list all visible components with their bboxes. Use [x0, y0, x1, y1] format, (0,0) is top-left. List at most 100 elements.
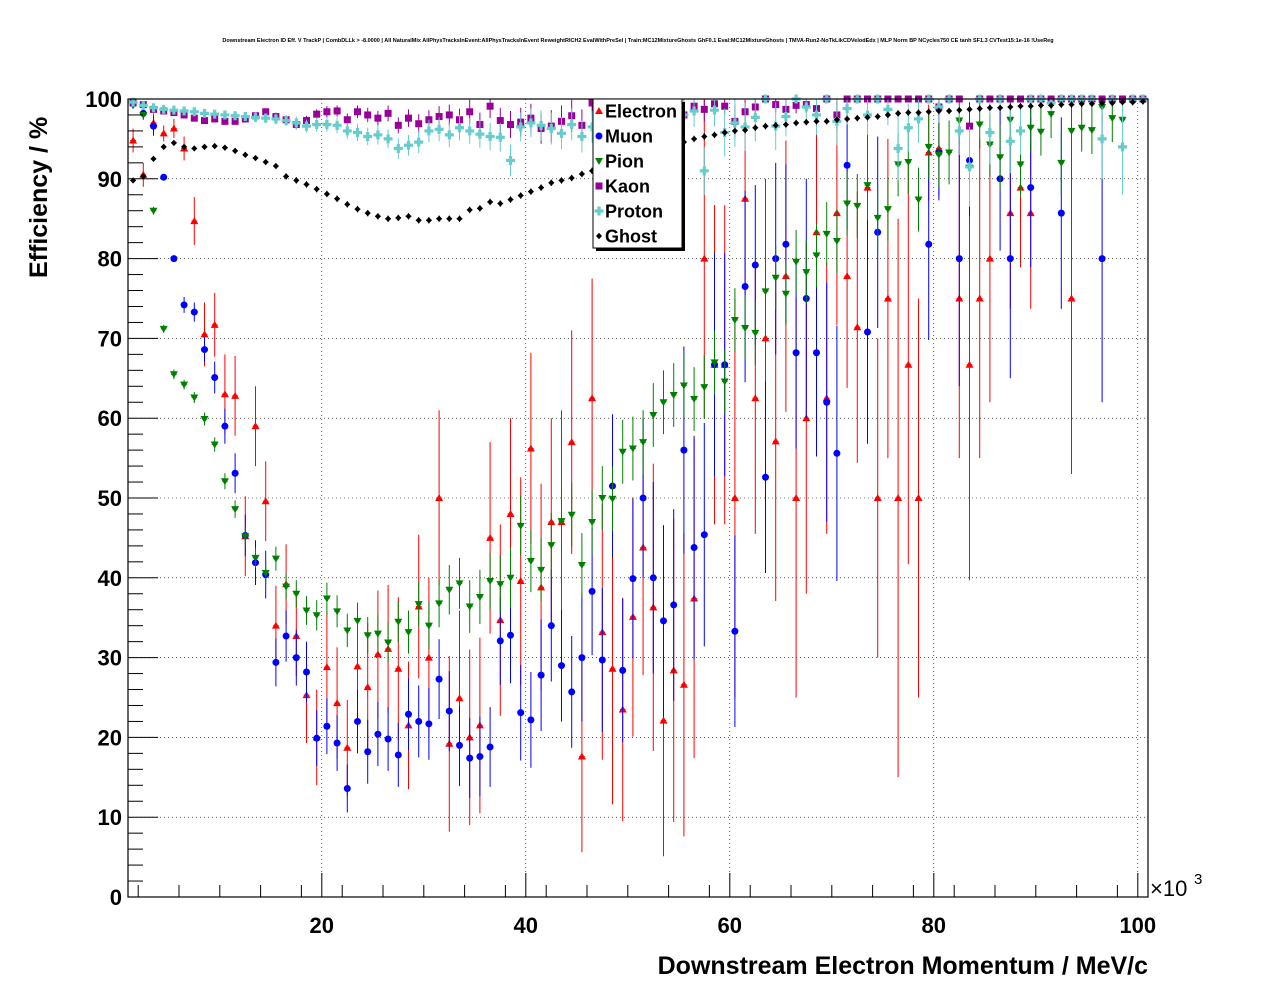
electron-marker [516, 576, 525, 584]
kaon-point [323, 106, 331, 118]
pion-point [853, 174, 862, 238]
pion-point [159, 324, 168, 333]
pion-point [404, 610, 413, 654]
ghost-point [211, 142, 218, 150]
proton-point [149, 103, 158, 113]
muon-point [282, 610, 290, 662]
muon-marker [517, 709, 525, 717]
ghost-marker [803, 118, 810, 126]
proton-marker [444, 130, 454, 140]
proton-point [240, 112, 250, 122]
pion-point [945, 120, 954, 185]
pion-marker [792, 258, 801, 266]
pion-point [730, 288, 739, 352]
ghost-marker [385, 215, 392, 222]
legend-entry-muon: Muon [595, 127, 653, 147]
legend-label-ghost: Ghost [605, 227, 657, 247]
ghost-marker [1037, 102, 1044, 109]
pion-marker [547, 542, 556, 550]
proton-marker [271, 114, 281, 124]
ghost-point [395, 214, 402, 222]
electron-point [373, 590, 382, 719]
ghost-marker [272, 162, 279, 170]
proton-point [138, 100, 148, 110]
ghost-point [221, 144, 228, 151]
pion-marker [802, 269, 811, 277]
pion-point [639, 410, 648, 475]
pion-marker [924, 143, 933, 151]
pion-point [618, 419, 627, 484]
pion-marker [771, 274, 780, 282]
pion-point [679, 353, 688, 418]
ghost-marker [762, 122, 769, 130]
pion-point [475, 569, 484, 625]
kaon-marker [201, 117, 208, 125]
pion-marker [292, 590, 301, 598]
ghost-point [527, 188, 534, 195]
electron-point [1067, 122, 1076, 475]
muon-marker [670, 601, 678, 609]
muon-point [486, 707, 494, 787]
ghost-point [272, 162, 279, 170]
kaon-point [384, 105, 392, 122]
pion-marker [761, 288, 770, 296]
proton-point [1118, 99, 1127, 195]
pion-point [220, 473, 229, 490]
proton-point [567, 108, 577, 141]
proton-point [159, 104, 169, 114]
muon-marker [690, 543, 698, 551]
ghost-marker [354, 205, 361, 213]
ghost-marker [344, 201, 351, 208]
pion-marker [424, 622, 433, 630]
electron-point [190, 197, 199, 246]
pion-point [424, 602, 433, 649]
ghost-marker [140, 173, 147, 180]
muon-point [435, 639, 443, 720]
ghost-marker [905, 109, 912, 116]
legend-label-proton: Proton [605, 202, 663, 222]
pion-marker [720, 378, 729, 386]
kaon-marker [343, 116, 351, 124]
pion-point [934, 122, 943, 187]
muon-point [466, 718, 474, 799]
pion-marker [373, 630, 382, 638]
ghost-point [1099, 99, 1106, 107]
pion-marker [241, 533, 250, 541]
proton-point [465, 118, 475, 144]
proton-marker [312, 120, 322, 130]
kaon-marker [190, 114, 198, 122]
muon-point [925, 148, 933, 340]
pion-point [343, 613, 352, 648]
kaon-marker [792, 101, 800, 109]
pion-marker [251, 554, 260, 562]
muon-point [670, 509, 678, 701]
ghost-point [456, 215, 463, 222]
pion-point [1067, 106, 1076, 155]
pion-point [843, 171, 852, 236]
ghost-point [844, 115, 851, 123]
ghost-marker [731, 127, 738, 135]
electron-marker [506, 509, 515, 517]
electron-point [894, 218, 903, 778]
proton-marker [159, 104, 169, 114]
proton-point [526, 108, 536, 138]
proton-point [128, 97, 138, 107]
muon-point [160, 173, 168, 181]
pion-marker [679, 382, 688, 390]
ghost-point [466, 206, 473, 214]
electron-marker [771, 437, 780, 445]
electron-marker [333, 699, 342, 707]
ghost-marker [252, 154, 259, 162]
electron-marker [486, 533, 495, 541]
muon-point [425, 687, 433, 760]
ghost-marker [874, 113, 881, 120]
kaon-marker [313, 110, 321, 118]
ghost-point [170, 139, 177, 147]
muon-marker [282, 632, 290, 640]
muon-marker [435, 675, 443, 683]
pion-marker [343, 627, 352, 635]
x-axis-title: Downstream Electron Momentum / MeV/c [658, 952, 1148, 980]
legend-label-pion: Pion [605, 152, 644, 172]
pion-marker [435, 600, 444, 608]
proton-marker [291, 118, 301, 128]
